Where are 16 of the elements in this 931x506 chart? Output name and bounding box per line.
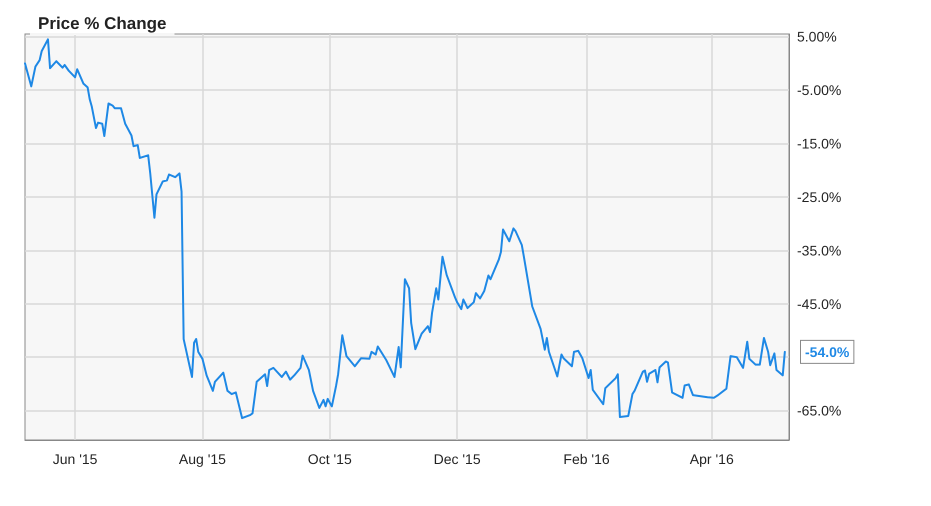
line-series — [24, 38, 786, 420]
x-tick-label: Apr '16 — [690, 451, 734, 467]
x-tick-label: Jun '15 — [52, 451, 98, 467]
x-tick-label: Oct '15 — [308, 451, 352, 467]
y-tick-label: -35.0% — [797, 242, 842, 258]
x-tick-label: Feb '16 — [563, 451, 610, 467]
y-tick-label: -15.0% — [797, 136, 842, 152]
y-tick-label: -45.0% — [797, 296, 842, 312]
y-tick-label: -25.0% — [797, 188, 842, 205]
y-tick-label: -65.0% — [797, 402, 842, 419]
annotation: -54.0% — [805, 344, 850, 360]
y-tick-label: -5.00% — [797, 82, 842, 98]
x-tick-label: Aug '15 — [178, 451, 226, 467]
y-tick-label: 5.00% — [797, 28, 837, 45]
chart-title: Price % Change — [38, 14, 166, 33]
x-tick-label: Dec '15 — [434, 451, 481, 467]
